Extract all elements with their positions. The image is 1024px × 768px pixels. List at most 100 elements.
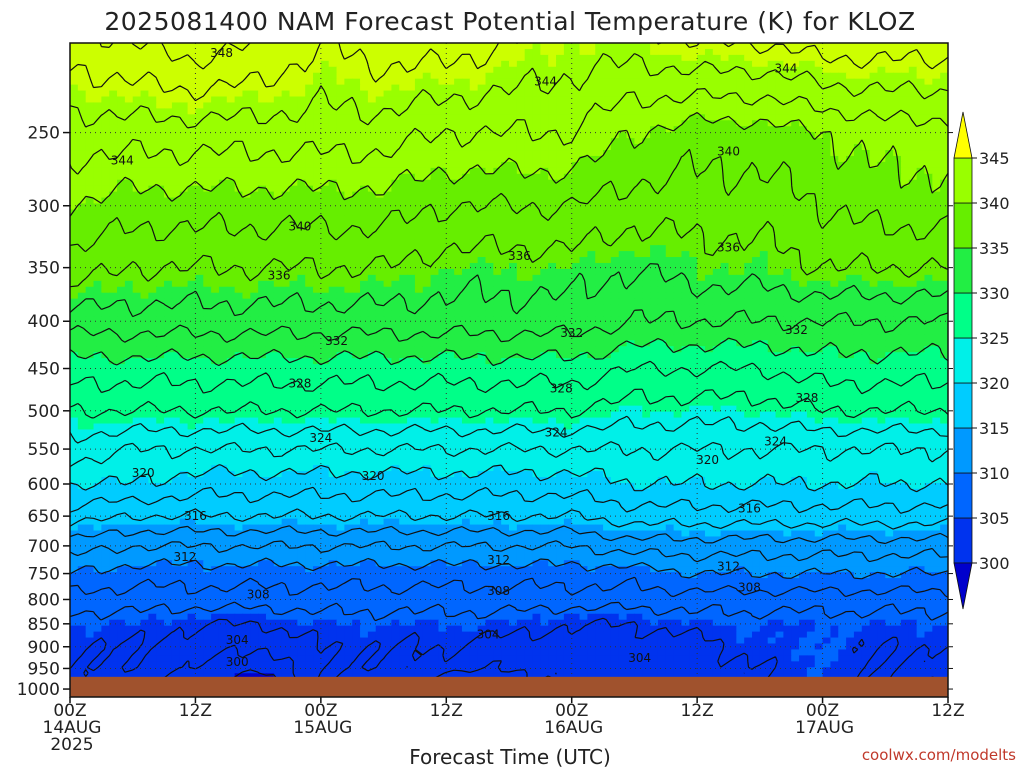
x-axis-title: Forecast Time (UTC) bbox=[409, 745, 611, 768]
contour-label: 324 bbox=[309, 431, 332, 445]
contour-label: 328 bbox=[550, 382, 573, 396]
contour-336 bbox=[70, 216, 948, 288]
contour-332 bbox=[70, 309, 948, 343]
contour-labels: 348 344 344 344 340 340 336 336 336 332 332 332 328 3… bbox=[111, 46, 819, 669]
colorbar-label: 345 bbox=[979, 149, 1010, 168]
contour-lines bbox=[70, 43, 948, 697]
contour-label: 312 bbox=[717, 560, 740, 574]
contour-330 bbox=[70, 337, 948, 367]
colorbar-label: 325 bbox=[979, 329, 1010, 348]
colorbar-bin bbox=[953, 337, 973, 384]
contour-label: 332 bbox=[560, 326, 583, 340]
colorbar-label: 300 bbox=[979, 554, 1010, 573]
colorbar-label: 320 bbox=[979, 374, 1010, 393]
x-tick-label: 17AUG bbox=[795, 718, 854, 738]
colorbar-bin bbox=[953, 292, 973, 339]
y-tick-label: 800 bbox=[28, 590, 60, 610]
contour-label: 328 bbox=[288, 376, 311, 390]
y-tick-label: 500 bbox=[28, 402, 60, 422]
x-tick-label: 00Z bbox=[555, 701, 588, 721]
contour-320 bbox=[70, 464, 948, 493]
contour-334 bbox=[70, 263, 948, 318]
x-tick-label: 2025 bbox=[50, 735, 93, 755]
y-tick-label: 550 bbox=[28, 440, 60, 460]
colorbar-extend-max bbox=[953, 111, 973, 159]
y-tick-label: 250 bbox=[28, 124, 60, 144]
colorbar-label: 330 bbox=[979, 284, 1010, 303]
colorbar-bin bbox=[953, 382, 973, 429]
x-tick-label: 12Z bbox=[931, 701, 964, 721]
plot-area: 348 344 344 344 340 340 336 336 336 332 332 332 328 3… bbox=[69, 42, 949, 698]
contour-314 bbox=[70, 525, 948, 545]
y-tick-label: 750 bbox=[28, 565, 60, 585]
contour-label: 324 bbox=[764, 435, 787, 449]
contour-label: 304 bbox=[226, 633, 249, 647]
contour-312 bbox=[70, 540, 948, 563]
contour-324 bbox=[70, 415, 948, 444]
x-tick-label: 16AUG bbox=[544, 718, 603, 738]
contour-label: 324 bbox=[545, 426, 568, 440]
contour-316 bbox=[70, 508, 948, 530]
colorbar-bin bbox=[953, 517, 973, 564]
x-tick-label: 12Z bbox=[681, 701, 714, 721]
contour-label: 316 bbox=[184, 509, 207, 523]
contour-342 bbox=[70, 88, 948, 175]
contour-label: 328 bbox=[795, 391, 818, 405]
y-tick-label: 950 bbox=[28, 659, 60, 679]
y-tick-label: 400 bbox=[28, 312, 60, 332]
contour-338 bbox=[70, 148, 948, 253]
y-tick-label: 850 bbox=[28, 615, 60, 635]
y-tick-label: 700 bbox=[28, 537, 60, 557]
y-tick-label: 300 bbox=[28, 197, 60, 217]
contour-label: 304 bbox=[477, 628, 500, 642]
contour-326 bbox=[70, 388, 948, 419]
colorbar-extend-min bbox=[953, 562, 973, 610]
contour-label: 344 bbox=[534, 74, 557, 88]
colorbar-label: 335 bbox=[979, 239, 1010, 258]
colorbar-bin bbox=[953, 202, 973, 249]
contour-344 bbox=[70, 53, 948, 129]
contour-label: 332 bbox=[325, 334, 348, 348]
contour-label: 312 bbox=[174, 550, 197, 564]
temperature-field bbox=[70, 43, 948, 697]
colorbar-label: 310 bbox=[979, 464, 1010, 483]
contour-label: 336 bbox=[508, 249, 531, 263]
contour-label: 332 bbox=[785, 323, 808, 337]
ground-surface bbox=[70, 676, 948, 697]
colorbar-label: 315 bbox=[979, 419, 1010, 438]
contour-308 bbox=[70, 576, 948, 598]
x-tick-label: 12Z bbox=[430, 701, 463, 721]
contour-label: 344 bbox=[775, 61, 798, 75]
colorbar-label: 305 bbox=[979, 509, 1010, 528]
x-tick-label: 00Z bbox=[53, 701, 86, 721]
y-axis: 250 300 350 400 450 500 550 600 650 700 750 800 850 9… bbox=[17, 124, 953, 700]
contour-346 bbox=[70, 43, 948, 102]
contour-label: 316 bbox=[738, 502, 761, 516]
colorbar-bin bbox=[953, 472, 973, 519]
contour-label: 320 bbox=[132, 466, 155, 480]
y-tick-label: 650 bbox=[28, 507, 60, 527]
chart-title: 2025081400 NAM Forecast Potential Temper… bbox=[104, 7, 915, 36]
plot-frame bbox=[69, 42, 949, 698]
contour-label: 320 bbox=[362, 469, 385, 483]
contour-label: 340 bbox=[288, 220, 311, 234]
contour-label: 308 bbox=[247, 587, 270, 601]
contour-label: 348 bbox=[210, 46, 233, 60]
y-tick-label: 900 bbox=[28, 638, 60, 658]
contour-label: 320 bbox=[696, 453, 719, 467]
contour-label: 308 bbox=[738, 580, 761, 594]
x-tick-label: 14AUG bbox=[43, 718, 102, 738]
colorbar: 345 340 335 330 325 320 315 310 305 300 bbox=[953, 111, 1010, 610]
x-tick-label: 00Z bbox=[304, 701, 337, 721]
contour-label: 316 bbox=[487, 509, 510, 523]
contour-label: 300 bbox=[226, 655, 249, 669]
colorbar-bin bbox=[953, 427, 973, 474]
contour-label: 340 bbox=[717, 144, 740, 158]
contour-310 bbox=[70, 557, 948, 580]
colorbar-bin bbox=[953, 157, 973, 204]
contour-306 bbox=[70, 601, 948, 622]
y-tick-label: 450 bbox=[28, 360, 60, 380]
contour-328 bbox=[70, 360, 948, 395]
